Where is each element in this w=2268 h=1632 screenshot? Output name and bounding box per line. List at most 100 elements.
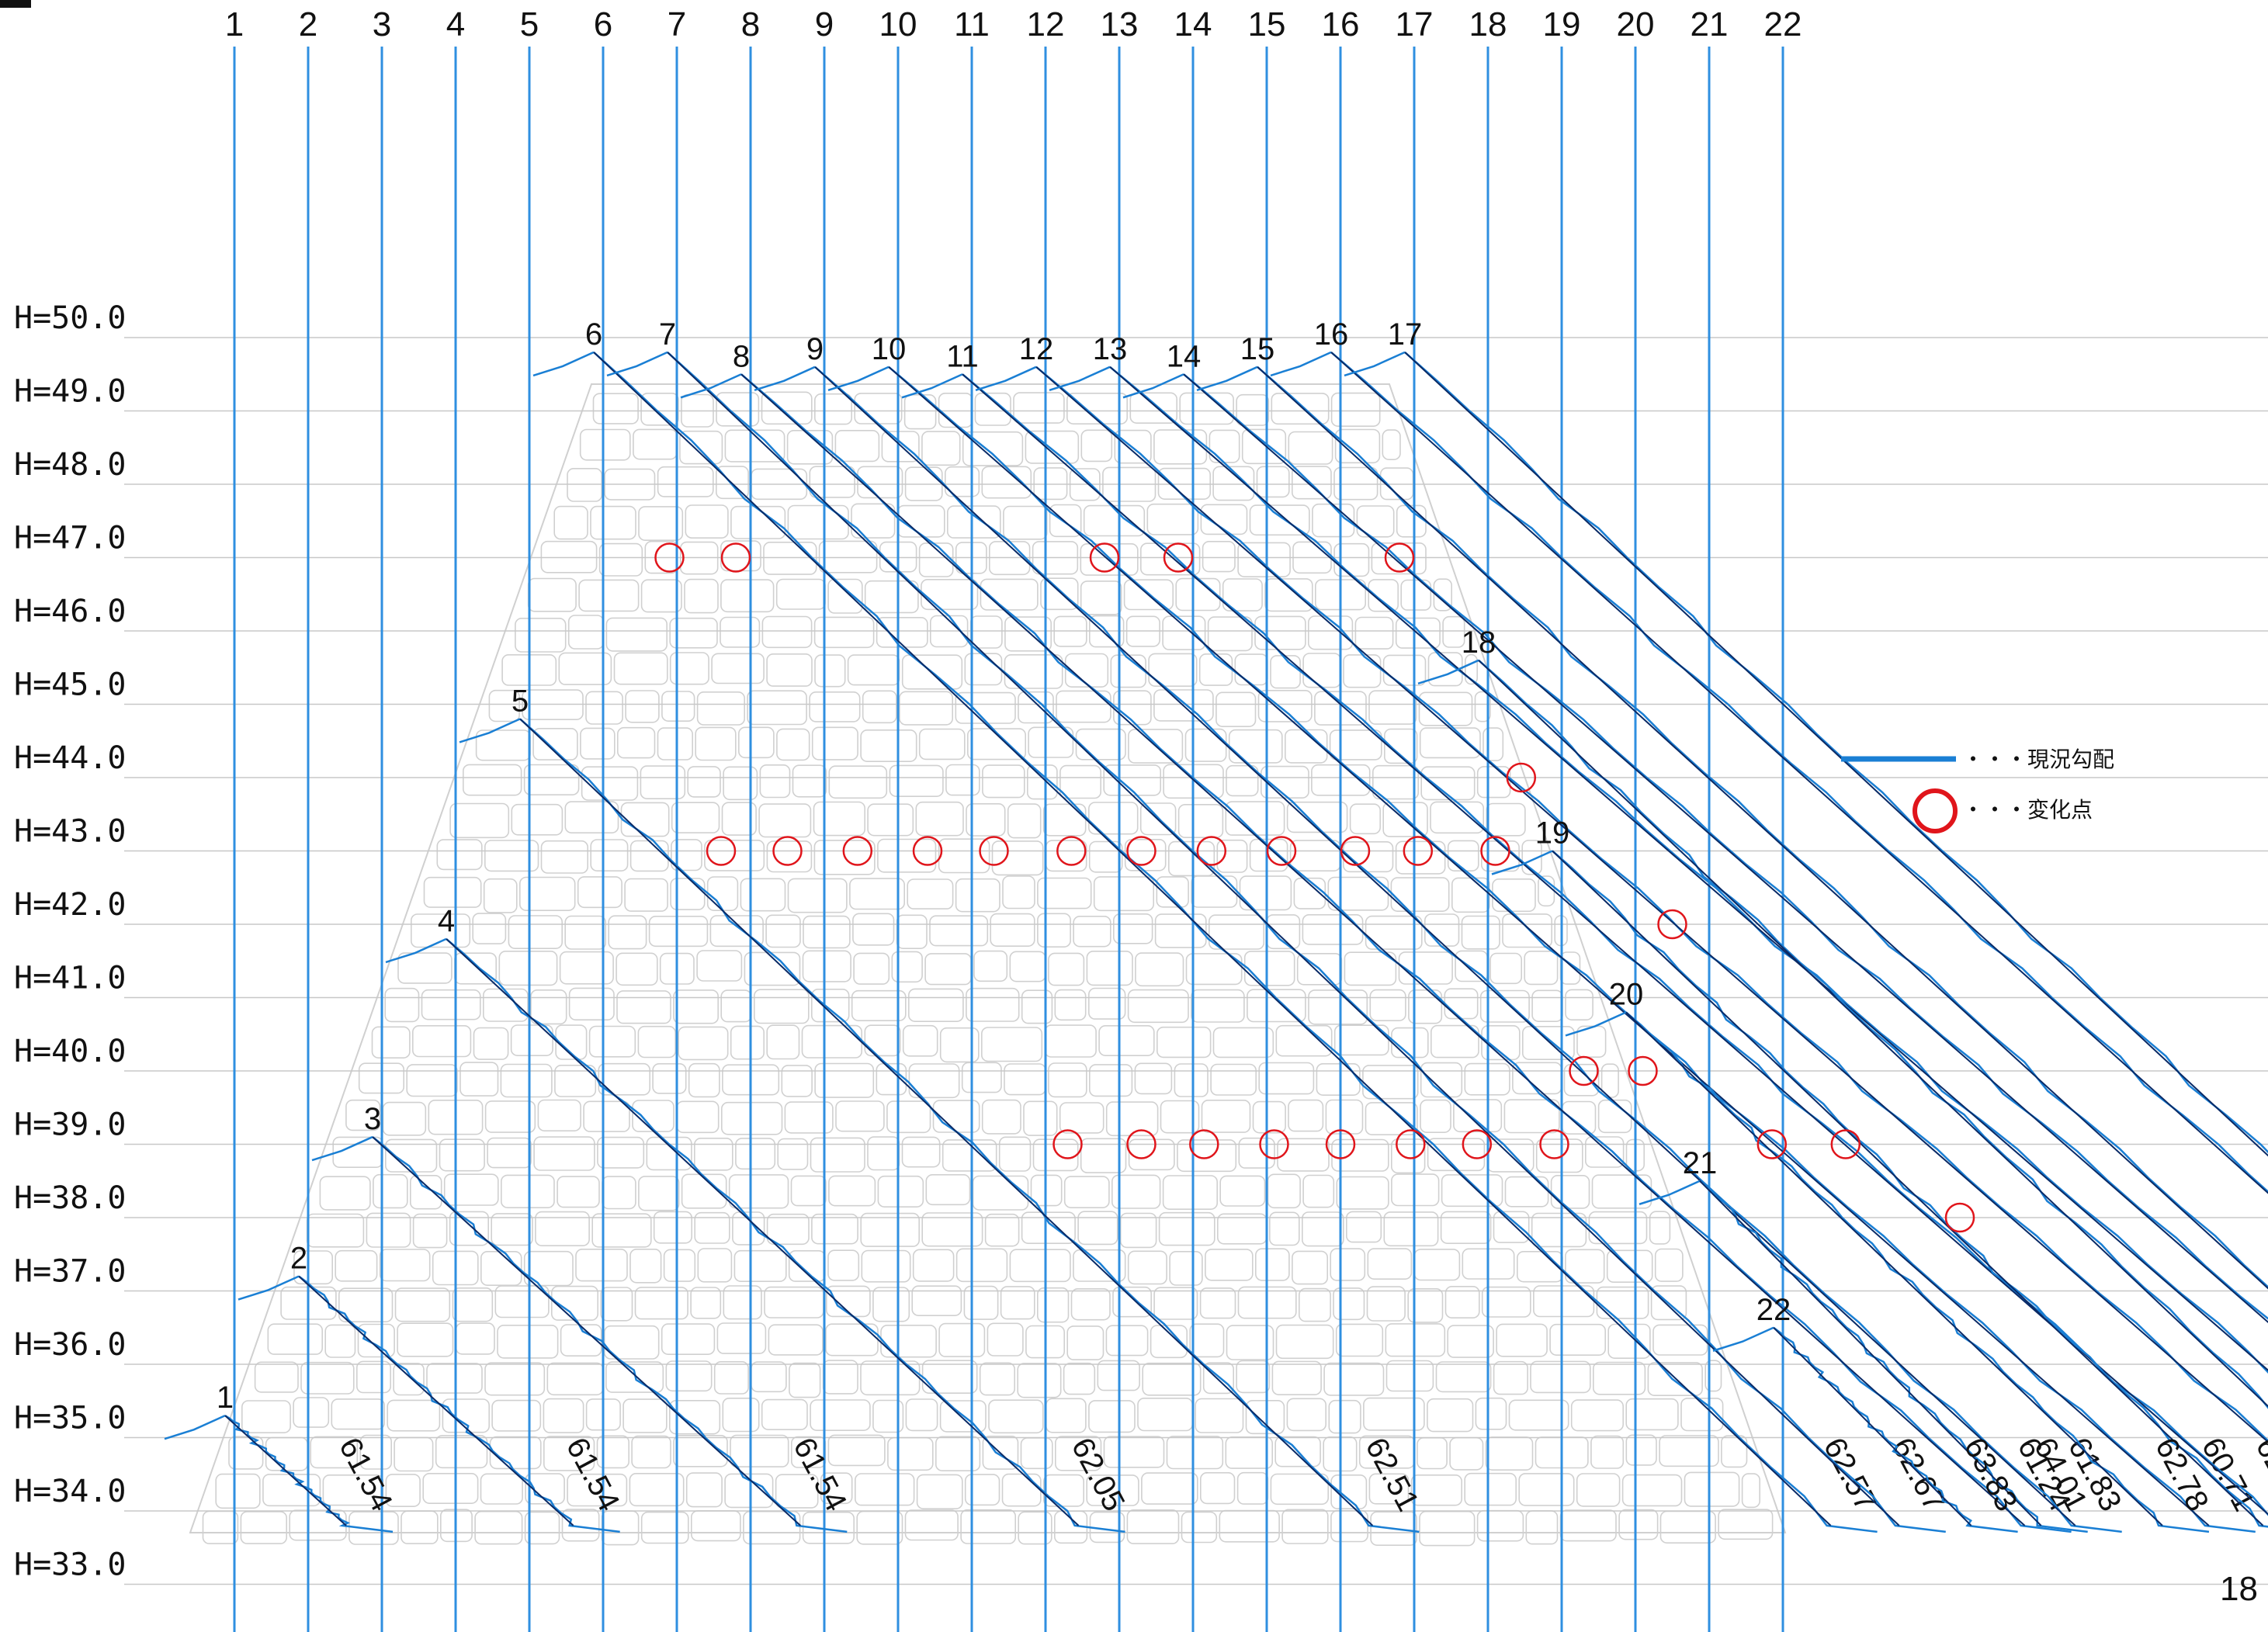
change-point-marker	[1628, 1055, 1658, 1086]
design-slope-line	[593, 352, 1832, 1526]
height-label: H=46.0	[14, 594, 127, 629]
corner-mark	[0, 0, 31, 8]
legend-change-point-label: ・・・変化点	[1962, 798, 2093, 822]
height-label: H=43.0	[14, 814, 127, 850]
section-top-profile	[164, 1415, 226, 1440]
survey-section: 1661.25	[1270, 317, 2268, 1194]
section-label: 13	[1093, 332, 1128, 366]
column-label: 1	[225, 5, 244, 43]
height-label: H=39.0	[14, 1107, 127, 1143]
section-label: 12	[1019, 332, 1054, 366]
section-top-profile	[1344, 351, 1406, 377]
design-slope-line	[667, 352, 1900, 1526]
height-label: H=34.0	[14, 1474, 127, 1509]
section-label: 2	[290, 1242, 307, 1276]
section-label: 1	[217, 1381, 234, 1415]
change-point-marker	[772, 836, 803, 866]
column-label: 2	[299, 5, 317, 43]
survey-section: 1561.63	[1196, 332, 2268, 1290]
change-point-marker	[706, 836, 737, 866]
section-label: 4	[438, 904, 455, 938]
column-label: 20	[1617, 5, 1655, 43]
survey-sections: 161.54261.54361.54462.05562.51662.57762.…	[164, 317, 2268, 1533]
change-point-marker	[1569, 1055, 1599, 1086]
section-label: 17	[1388, 317, 1423, 352]
change-point-marker	[720, 542, 751, 573]
section-top-profile	[459, 718, 521, 743]
page-number: 18	[2220, 1570, 2258, 1608]
section-label: 22	[1756, 1293, 1791, 1327]
column-label: 21	[1691, 5, 1729, 43]
change-point-marker	[1325, 1129, 1356, 1159]
section-top-profile	[1270, 351, 1332, 377]
change-point-marker	[1756, 1129, 1788, 1159]
change-point-marker	[1266, 836, 1297, 866]
section-top-profile	[606, 351, 668, 377]
legend: ・・・現況勾配 ・・・変化点	[1841, 747, 2114, 833]
change-point-marker	[1053, 1129, 1083, 1159]
section-label: 5	[512, 684, 529, 718]
legend-current-slope-label: ・・・現況勾配	[1962, 747, 2114, 771]
survey-section: 1762.12	[1344, 317, 2268, 1157]
column-label: 3	[373, 5, 391, 43]
height-label: H=42.0	[14, 887, 127, 923]
change-point-marker	[912, 836, 943, 866]
change-points	[654, 542, 1975, 1233]
column-label: 22	[1764, 5, 1802, 43]
design-slope-line	[1552, 850, 2264, 1526]
design-slope-line	[1035, 366, 2268, 1443]
column-label: 12	[1027, 5, 1065, 43]
section-top-profile	[1639, 1180, 1701, 1205]
column-label: 15	[1248, 5, 1286, 43]
column-label: 13	[1101, 5, 1139, 43]
change-point-marker	[842, 836, 873, 866]
column-label: 7	[668, 5, 686, 43]
change-point-marker	[1830, 1129, 1861, 1159]
change-point-marker	[1089, 542, 1120, 573]
change-point-marker	[654, 542, 685, 573]
design-slope-line	[1109, 366, 2268, 1371]
height-label: H=40.0	[14, 1034, 127, 1069]
survey-section: 1460.61	[1122, 339, 2268, 1323]
column-label: 10	[879, 5, 917, 43]
change-point-marker	[1189, 1129, 1219, 1159]
design-slope-line	[1478, 660, 2268, 1408]
height-label: H=41.0	[14, 961, 127, 996]
height-label: H=48.0	[14, 447, 127, 483]
height-label: H=33.0	[14, 1547, 127, 1583]
column-label: 19	[1543, 5, 1581, 43]
change-point-marker	[1340, 836, 1371, 866]
change-point-marker	[1539, 1129, 1569, 1159]
column-label: 5	[520, 5, 539, 43]
change-point-marker	[1462, 1129, 1493, 1159]
section-label: 9	[806, 332, 824, 366]
change-point-marker	[1196, 836, 1227, 866]
height-label: H=37.0	[14, 1254, 127, 1290]
design-slope-line	[1183, 373, 2268, 1323]
design-slope-line	[1625, 1011, 2163, 1526]
section-top-profile	[680, 373, 742, 399]
change-point-marker	[1944, 1202, 1975, 1233]
section-label: 20	[1609, 977, 1644, 1011]
design-slope-line	[1404, 352, 2268, 1157]
height-label: H=35.0	[14, 1401, 127, 1436]
height-label: H=44.0	[14, 740, 127, 776]
column-label: 6	[594, 5, 612, 43]
design-slope-line	[814, 366, 2076, 1526]
change-point-marker	[1403, 836, 1434, 866]
column-label: 14	[1174, 5, 1212, 43]
design-slope-line	[446, 938, 1080, 1526]
design-slope-line	[372, 1136, 801, 1526]
design-slope-line	[224, 1415, 347, 1526]
section-label: 16	[1314, 317, 1349, 352]
section-label: 18	[1462, 625, 1496, 660]
section-top-profile	[238, 1275, 300, 1301]
design-slope-line	[1257, 366, 2268, 1290]
section-label: 14	[1167, 339, 1202, 373]
column-label: 16	[1322, 5, 1360, 43]
section-top-profile	[754, 366, 816, 391]
change-point-marker	[1163, 542, 1194, 573]
column-label: 11	[954, 5, 990, 43]
change-point-marker	[1259, 1129, 1289, 1159]
section-top-profile	[1122, 373, 1184, 399]
